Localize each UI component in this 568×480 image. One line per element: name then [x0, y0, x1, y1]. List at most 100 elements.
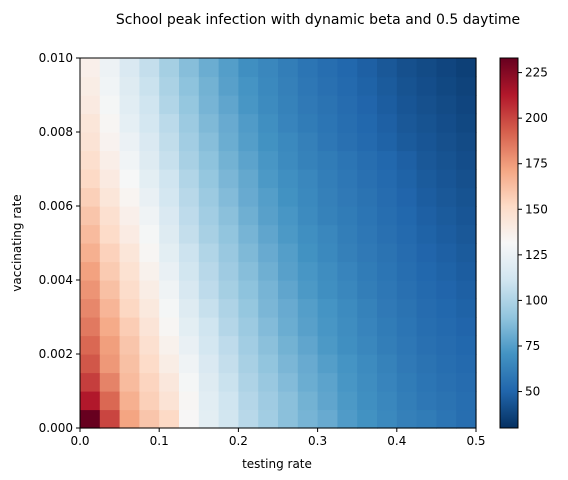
heatmap-cell	[377, 76, 398, 96]
x-tick-label: 0.0	[70, 434, 89, 448]
heatmap-cell	[80, 261, 101, 281]
heatmap-cell	[396, 298, 418, 318]
heatmap-cell	[99, 298, 121, 318]
heatmap-cell	[436, 354, 457, 374]
y-tick-label: 0.000	[39, 421, 73, 435]
heatmap-cell	[297, 58, 319, 78]
heatmap-cell	[238, 372, 259, 392]
heatmap-cell	[456, 58, 477, 78]
heatmap-cell	[436, 372, 457, 392]
y-tick-label: 0.010	[39, 51, 73, 65]
heatmap-cell	[99, 280, 121, 300]
heatmap-cell	[377, 150, 398, 170]
heatmap-cell	[456, 298, 477, 318]
y-tick-label: 0.008	[39, 125, 73, 139]
heatmap-cell	[278, 372, 299, 392]
heatmap-cell	[297, 354, 319, 374]
colorbar-tick-label: 50	[525, 385, 540, 399]
heatmap-cell	[278, 335, 299, 355]
heatmap-cell	[337, 113, 358, 133]
heatmap-cell	[99, 243, 121, 263]
heatmap-cell	[436, 169, 457, 189]
heatmap-cell	[357, 243, 378, 263]
heatmap-cell	[99, 354, 121, 374]
heatmap-cell	[218, 150, 239, 170]
heatmap-cell	[218, 298, 239, 318]
heatmap-cell	[80, 206, 101, 226]
heatmap-cell	[258, 354, 279, 374]
heatmap-cell	[218, 187, 239, 207]
x-axis-label: testing rate	[242, 457, 312, 471]
heatmap-cell	[198, 391, 220, 411]
heatmap-cell	[396, 317, 418, 337]
heatmap-cell	[80, 298, 101, 318]
heatmap-cell	[436, 317, 457, 337]
colorbar-tick-label: 75	[525, 339, 540, 353]
heatmap-cell	[416, 150, 437, 170]
heatmap-cell	[99, 224, 121, 244]
heatmap-cell	[119, 335, 140, 355]
heatmap-cell	[159, 317, 180, 337]
heatmap-cell	[258, 335, 279, 355]
heatmap-cell	[278, 391, 299, 411]
heatmap-cell	[238, 317, 259, 337]
heatmap-cell	[456, 280, 477, 300]
heatmap-cell	[99, 335, 121, 355]
heatmap-cell	[317, 372, 338, 392]
heatmap-cell	[416, 76, 437, 96]
y-tick-label: 0.006	[39, 199, 73, 213]
heatmap-cell	[80, 354, 101, 374]
heatmap-cell	[139, 335, 160, 355]
x-tick-label: 0.5	[466, 434, 485, 448]
heatmap-cell	[139, 206, 160, 226]
heatmap-cell	[80, 335, 101, 355]
heatmap-cell	[238, 261, 259, 281]
heatmap-cell	[278, 187, 299, 207]
heatmap-cell	[456, 95, 477, 115]
heatmap-cell	[456, 169, 477, 189]
heatmap-cell	[377, 169, 398, 189]
heatmap-cell	[99, 169, 121, 189]
heatmap-cell	[80, 169, 101, 189]
heatmap-cell	[317, 76, 338, 96]
heatmap-cell	[278, 261, 299, 281]
heatmap-cell	[396, 391, 418, 411]
heatmap-cell	[80, 243, 101, 263]
chart-title: School peak infection with dynamic beta …	[116, 12, 520, 28]
x-tick-label: 0.1	[150, 434, 169, 448]
heatmap-cell	[297, 243, 319, 263]
heatmap-cell	[258, 409, 279, 429]
heatmap-cell	[416, 243, 437, 263]
heatmap-cell	[416, 317, 437, 337]
heatmap-cell	[377, 298, 398, 318]
heatmap-cell	[159, 132, 180, 152]
heatmap-cell	[297, 150, 319, 170]
heatmap-cell	[80, 58, 101, 78]
heatmap-cell	[436, 58, 457, 78]
heatmap-cell	[317, 169, 338, 189]
heatmap-cell	[317, 224, 338, 244]
heatmap-cell	[258, 169, 279, 189]
heatmap-cell	[337, 298, 358, 318]
heatmap-cell	[337, 243, 358, 263]
heatmap-cell	[198, 280, 220, 300]
heatmap-cell	[159, 206, 180, 226]
heatmap-cell	[139, 280, 160, 300]
heatmap-cell	[297, 372, 319, 392]
heatmap-cell	[198, 150, 220, 170]
heatmap-cell	[396, 354, 418, 374]
colorbar	[500, 58, 518, 428]
heatmap-cell	[337, 132, 358, 152]
heatmap-cell	[357, 354, 378, 374]
heatmap-cell	[218, 391, 239, 411]
heatmap-cell	[139, 58, 160, 78]
heatmap-cell	[416, 298, 437, 318]
heatmap-cell	[297, 95, 319, 115]
heatmap-cell	[396, 261, 418, 281]
heatmap-cell	[119, 150, 140, 170]
heatmap-cell	[416, 409, 437, 429]
heatmap-cell	[337, 372, 358, 392]
heatmap-cell	[436, 391, 457, 411]
heatmap-cell	[278, 169, 299, 189]
heatmap-cell	[139, 372, 160, 392]
